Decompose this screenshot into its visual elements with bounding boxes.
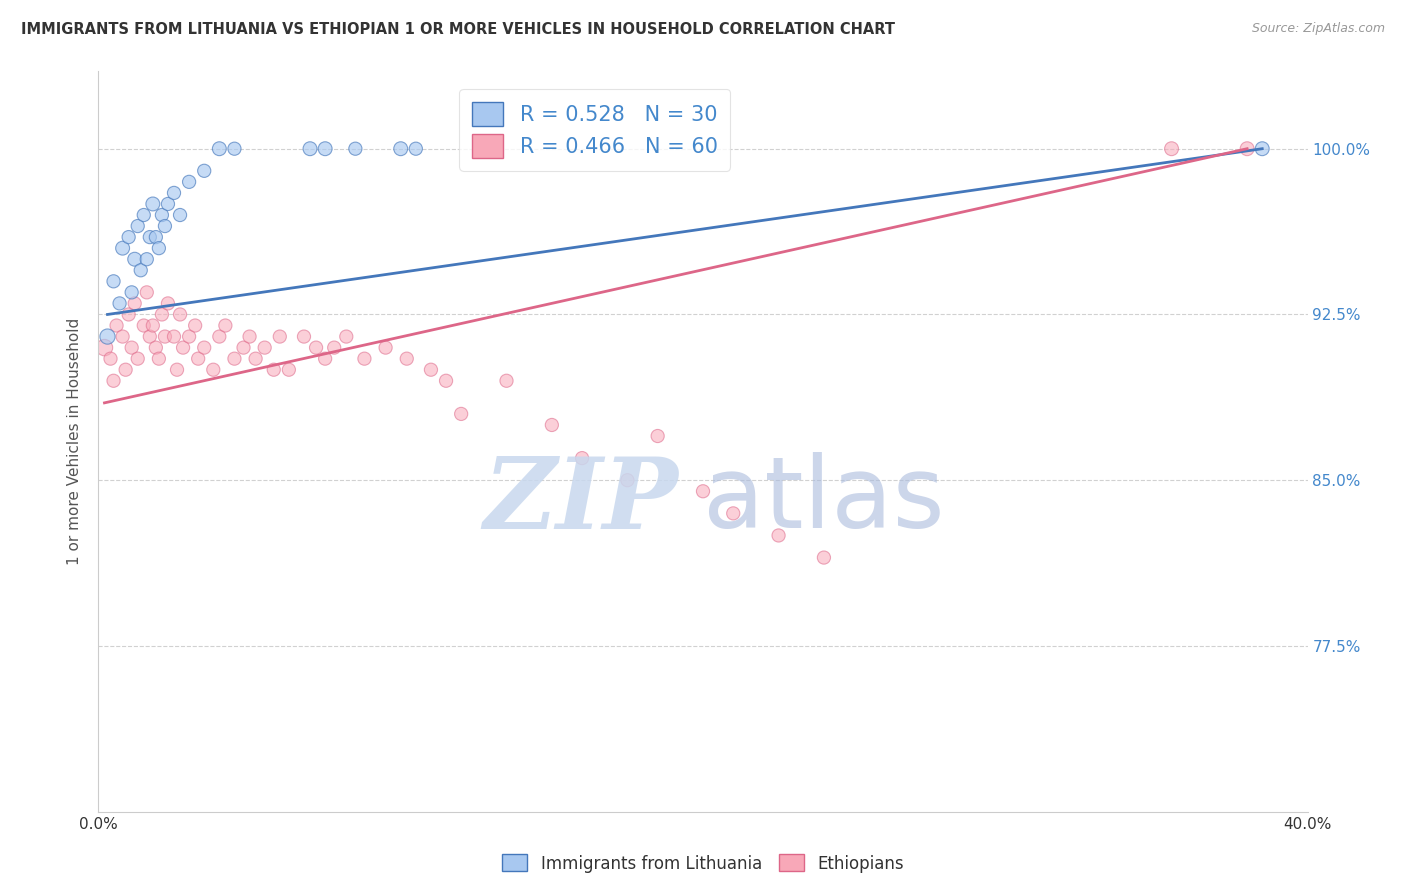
Point — [103, 274, 125, 288]
Point — [132, 208, 155, 222]
Point — [150, 208, 173, 222]
Point — [118, 230, 141, 244]
Point — [124, 252, 146, 267]
Point — [813, 550, 835, 565]
Text: atlas: atlas — [703, 452, 945, 549]
Point — [232, 341, 254, 355]
Point — [135, 285, 157, 300]
Point — [263, 362, 285, 376]
Text: Source: ZipAtlas.com: Source: ZipAtlas.com — [1251, 22, 1385, 36]
Point — [1160, 142, 1182, 156]
Point — [100, 351, 122, 366]
Point — [616, 473, 638, 487]
Point — [129, 263, 152, 277]
Point — [163, 186, 186, 200]
Point — [135, 252, 157, 267]
Point — [132, 318, 155, 333]
Point — [647, 429, 669, 443]
Point — [145, 341, 167, 355]
Point — [184, 318, 207, 333]
Point — [179, 329, 201, 343]
Point — [105, 318, 128, 333]
Point — [305, 341, 328, 355]
Point — [145, 230, 167, 244]
Point — [768, 528, 790, 542]
Point — [353, 351, 375, 366]
Point — [96, 329, 118, 343]
Point — [108, 296, 131, 310]
Point — [314, 142, 336, 156]
Point — [208, 142, 231, 156]
Point — [118, 308, 141, 322]
Point — [114, 362, 136, 376]
Point — [148, 351, 170, 366]
Y-axis label: 1 or more Vehicles in Household: 1 or more Vehicles in Household — [67, 318, 83, 566]
Point — [277, 362, 299, 376]
Point — [127, 351, 149, 366]
Point — [111, 329, 134, 343]
Point — [405, 142, 427, 156]
Point — [153, 329, 176, 343]
Point — [124, 296, 146, 310]
Point — [169, 208, 191, 222]
Point — [163, 329, 186, 343]
Point — [169, 308, 191, 322]
Text: ZIP: ZIP — [484, 452, 679, 549]
Point — [179, 175, 201, 189]
Point — [127, 219, 149, 233]
Point — [193, 341, 215, 355]
Point — [253, 341, 276, 355]
Point — [121, 341, 143, 355]
Point — [692, 484, 714, 499]
Point — [93, 341, 115, 355]
Point — [166, 362, 188, 376]
Point — [335, 329, 357, 343]
Point — [224, 142, 246, 156]
Point — [495, 374, 517, 388]
Point — [299, 142, 322, 156]
Point — [450, 407, 472, 421]
Point — [245, 351, 267, 366]
Point — [139, 230, 162, 244]
Point — [142, 197, 165, 211]
Point — [224, 351, 246, 366]
Point — [148, 241, 170, 255]
Point — [193, 163, 215, 178]
Point — [156, 296, 179, 310]
Point — [153, 219, 176, 233]
Legend: R = 0.528   N = 30, R = 0.466   N = 60: R = 0.528 N = 30, R = 0.466 N = 60 — [460, 89, 730, 170]
Point — [239, 329, 262, 343]
Point — [156, 197, 179, 211]
Point — [323, 341, 346, 355]
Point — [121, 285, 143, 300]
Point — [202, 362, 225, 376]
Point — [142, 318, 165, 333]
Point — [571, 451, 593, 466]
Point — [540, 417, 562, 432]
Point — [314, 351, 336, 366]
Point — [420, 362, 443, 376]
Point — [187, 351, 209, 366]
Legend: Immigrants from Lithuania, Ethiopians: Immigrants from Lithuania, Ethiopians — [496, 847, 910, 880]
Point — [389, 142, 412, 156]
Point — [139, 329, 162, 343]
Point — [434, 374, 457, 388]
Point — [150, 308, 173, 322]
Point — [723, 507, 745, 521]
Point — [214, 318, 236, 333]
Text: IMMIGRANTS FROM LITHUANIA VS ETHIOPIAN 1 OR MORE VEHICLES IN HOUSEHOLD CORRELATI: IMMIGRANTS FROM LITHUANIA VS ETHIOPIAN 1… — [21, 22, 896, 37]
Point — [208, 329, 231, 343]
Point — [1251, 142, 1274, 156]
Point — [292, 329, 315, 343]
Point — [1236, 142, 1258, 156]
Point — [111, 241, 134, 255]
Point — [344, 142, 367, 156]
Point — [103, 374, 125, 388]
Point — [269, 329, 291, 343]
Point — [395, 351, 418, 366]
Point — [172, 341, 194, 355]
Point — [374, 341, 396, 355]
